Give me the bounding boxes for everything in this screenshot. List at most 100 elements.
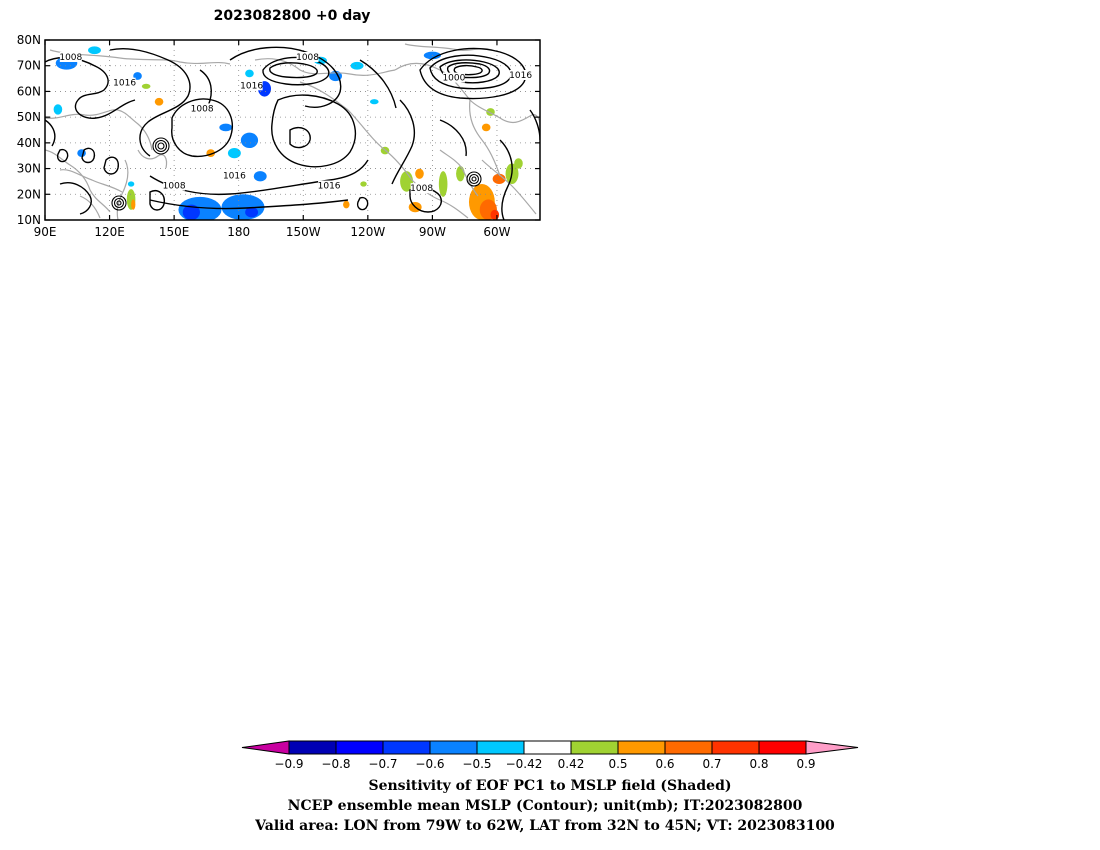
- cyclone-ring: [152, 137, 170, 155]
- colorbar-cell: [664, 740, 713, 755]
- colorbar-label: −0.42: [506, 757, 543, 771]
- colorbar-cell: [617, 740, 666, 755]
- contour-label: 1016: [223, 171, 246, 181]
- shading-patch: [182, 204, 200, 220]
- lat-label: 50N: [17, 110, 41, 124]
- shading-patch: [481, 123, 491, 132]
- caption-line-1: Sensitivity of EOF PC1 to MSLP field (Sh…: [368, 778, 731, 794]
- colorbar: −0.9 −0.8 −0.7 −0.6 −0.5 −0.42 0.42 0.5 0.6 0.7 0.…: [241, 740, 859, 771]
- lon-label: 150W: [286, 225, 321, 239]
- shading-patch: [227, 148, 241, 159]
- shading-patch: [253, 171, 267, 182]
- contour-label-bg: [410, 183, 433, 194]
- axis-ticks: 90E 120E 150E 180 150W 120W 90W 60W 80N 70N 60N 50N…: [17, 33, 540, 239]
- colorbar-label: 0.7: [702, 757, 721, 771]
- colorbar-label: 0.42: [558, 757, 585, 771]
- cyclone-ring: [116, 200, 122, 206]
- contour-label: 1000: [442, 74, 465, 84]
- contour-label: 1008: [163, 182, 186, 192]
- colorbar-label: −0.5: [462, 757, 491, 771]
- contour-label-bg: [240, 80, 263, 91]
- colorbar-label: −0.7: [368, 757, 397, 771]
- map-background: [45, 40, 540, 220]
- shading-patch: [438, 171, 448, 197]
- shading-patch: [350, 61, 364, 70]
- contour-label-bg: [191, 103, 214, 114]
- lat-label: 20N: [17, 187, 41, 201]
- map-title: 2023082800 +0 day: [214, 8, 371, 24]
- lon-label: 180: [227, 225, 250, 239]
- shading-patch: [131, 199, 136, 210]
- colorbar-cell: [570, 740, 619, 755]
- colorbar-arrow-left: [241, 740, 290, 755]
- colorbar-cell: [711, 740, 760, 755]
- contour-label-bg: [113, 77, 136, 88]
- lat-label: 40N: [17, 136, 41, 150]
- colorbar-cell: [288, 740, 337, 755]
- contour-label: 1008: [191, 104, 214, 114]
- lat-label: 10N: [17, 213, 41, 227]
- colorbar-label: 0.8: [749, 757, 768, 771]
- contour-label: 1008: [59, 53, 82, 63]
- contour-label-bg: [59, 52, 82, 62]
- map-frame: [44, 39, 541, 221]
- colorbar-cell: [382, 740, 431, 755]
- contour-label: 1008: [296, 53, 319, 63]
- contour-label-bg: [318, 180, 341, 191]
- cyclone-ring: [111, 195, 127, 211]
- colorbar-cell: [523, 740, 572, 755]
- contour-label: 1016: [113, 79, 136, 89]
- cyclone-ring: [154, 139, 168, 153]
- cyclone-ring: [157, 142, 165, 150]
- shading-patch: [245, 69, 254, 78]
- contour-label: 1016: [509, 71, 532, 81]
- lon-label: 150E: [159, 225, 190, 239]
- cyclone-ring: [113, 197, 125, 209]
- cyclone-ring: [471, 176, 477, 182]
- colorbar-label: −0.8: [321, 757, 350, 771]
- contour-label-bg: [296, 52, 319, 62]
- contour-labels: 1008 1016 1008 1008 1016 1016 1008 1016 1000 1016…: [59, 52, 532, 194]
- shading-patch: [492, 173, 506, 185]
- shading-patch: [53, 104, 63, 115]
- lon-label: 60W: [483, 225, 510, 239]
- contour-label: 1016: [318, 182, 341, 192]
- colorbar-label: −0.9: [274, 757, 303, 771]
- dotted-grid: [45, 40, 540, 220]
- shading-patch: [127, 181, 135, 187]
- contour-label-bg: [509, 70, 532, 80]
- lat-label: 80N: [17, 33, 41, 47]
- colorbar-label: −0.6: [415, 757, 444, 771]
- colorbar-arrow-right: [805, 740, 859, 755]
- contour-label: 1016: [240, 81, 263, 91]
- colorbar-cell: [335, 740, 384, 755]
- shading-patch: [369, 99, 379, 105]
- shading-patch: [88, 46, 101, 55]
- shading-patch: [240, 132, 259, 149]
- caption-line-3: Valid area: LON from 79W to 62W, LAT fro…: [254, 818, 835, 834]
- colorbar-label: 0.9: [796, 757, 815, 771]
- cyclone-rings: [111, 137, 482, 211]
- colorbar-cell: [429, 740, 478, 755]
- contour-label-bg: [163, 180, 186, 191]
- contour-label-bg: [223, 170, 246, 181]
- cyclone-ring: [468, 173, 480, 185]
- shading-patch: [514, 158, 523, 169]
- lat-label: 60N: [17, 84, 41, 98]
- contour-label-bg: [442, 72, 465, 83]
- map-panel: 1008 1016 1008 1008 1016 1016 1008 1016 1000 1016…: [17, 33, 541, 239]
- lon-label: 90E: [34, 225, 57, 239]
- caption-line-2: NCEP ensemble mean MSLP (Contour); unit(…: [288, 798, 803, 814]
- shading-patch: [343, 200, 350, 209]
- shading-patch: [415, 168, 424, 179]
- colorbar-label: 0.5: [608, 757, 627, 771]
- cyclone-ring: [466, 171, 482, 187]
- shading-patch: [219, 123, 233, 132]
- shading-patch: [360, 181, 367, 187]
- shading-patch: [490, 209, 500, 220]
- shading-patch: [245, 207, 259, 218]
- colorbar-cell: [758, 740, 807, 755]
- colorbar-label: 0.6: [655, 757, 674, 771]
- lon-label: 90W: [419, 225, 446, 239]
- shading-patch: [154, 97, 164, 106]
